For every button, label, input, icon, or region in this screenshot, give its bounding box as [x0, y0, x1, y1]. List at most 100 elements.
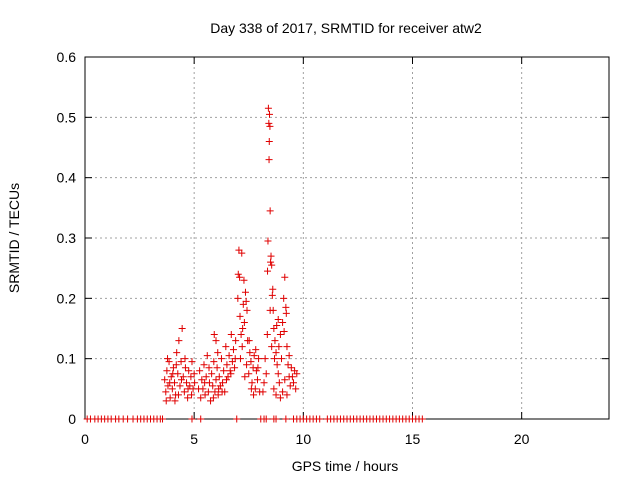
data-point	[246, 349, 254, 357]
data-point	[214, 349, 222, 357]
data-point	[198, 376, 206, 384]
data-point	[265, 110, 273, 118]
grid-lines	[85, 57, 609, 419]
data-point	[280, 328, 288, 336]
data-point	[274, 315, 282, 323]
data-point	[276, 394, 284, 402]
data-point	[293, 370, 301, 378]
data-point	[235, 246, 243, 254]
data-point	[245, 370, 253, 378]
data-point	[284, 361, 292, 369]
data-point	[166, 394, 174, 402]
data-points	[83, 104, 426, 423]
data-point	[181, 364, 189, 372]
data-point	[178, 325, 186, 332]
data-point	[236, 273, 244, 281]
data-point	[164, 382, 172, 390]
data-point	[196, 367, 204, 375]
data-point	[186, 382, 194, 390]
data-point	[212, 337, 220, 345]
data-point	[200, 361, 208, 369]
data-point	[252, 346, 260, 354]
data-point	[281, 273, 289, 281]
data-point	[245, 337, 253, 345]
data-point	[222, 376, 230, 384]
data-point	[252, 367, 260, 375]
data-point	[279, 318, 287, 326]
data-point	[271, 337, 279, 345]
data-point	[199, 385, 207, 393]
y-tick-label: 0.3	[57, 230, 77, 246]
data-point	[234, 294, 242, 302]
x-tick-label: 15	[405, 431, 421, 447]
data-point	[250, 391, 258, 399]
y-tick-label: 0.6	[57, 49, 77, 65]
data-point	[275, 343, 283, 351]
data-point	[197, 394, 205, 402]
data-point	[264, 267, 272, 275]
data-point	[268, 261, 276, 269]
data-point	[215, 373, 223, 381]
data-point	[218, 388, 226, 396]
data-point	[247, 385, 255, 393]
data-point	[266, 306, 274, 314]
data-point	[215, 385, 223, 393]
data-point	[234, 270, 242, 278]
data-point	[240, 276, 248, 284]
data-point	[282, 303, 290, 311]
data-point	[266, 207, 274, 215]
data-point	[225, 352, 233, 360]
y-tick-label: 0.2	[57, 290, 77, 306]
data-point	[271, 355, 279, 363]
data-point	[262, 370, 270, 378]
data-point	[210, 331, 218, 339]
data-point	[178, 376, 186, 384]
data-point	[187, 373, 195, 381]
data-point	[281, 376, 289, 384]
data-point	[231, 364, 239, 372]
data-point	[213, 364, 221, 372]
x-axis-label: GPS time / hours	[292, 458, 399, 474]
data-point	[273, 361, 281, 369]
data-point	[238, 343, 246, 351]
data-point	[248, 379, 256, 387]
data-point	[228, 358, 236, 366]
data-point	[287, 364, 295, 372]
data-point	[226, 367, 234, 375]
data-point	[247, 358, 255, 366]
data-point	[169, 370, 177, 378]
data-point	[188, 415, 196, 423]
data-point	[242, 297, 250, 305]
x-tick-label: 5	[190, 431, 198, 447]
data-point	[185, 367, 193, 375]
data-point	[259, 388, 267, 396]
data-point	[241, 288, 249, 296]
data-point	[205, 364, 213, 372]
data-point	[161, 376, 169, 384]
data-point	[162, 388, 170, 396]
data-point	[290, 379, 298, 387]
data-point	[166, 379, 174, 387]
data-point	[241, 373, 249, 381]
data-point	[418, 415, 426, 423]
data-point	[211, 388, 219, 396]
data-point	[163, 367, 171, 375]
data-point	[272, 415, 280, 423]
data-point	[179, 373, 187, 381]
data-point	[177, 358, 185, 366]
data-point	[220, 367, 228, 375]
data-point	[270, 325, 278, 332]
data-point	[280, 294, 288, 302]
data-point	[255, 355, 263, 363]
data-point	[169, 364, 177, 372]
data-point	[181, 355, 189, 363]
data-point	[207, 397, 215, 405]
data-point	[209, 382, 217, 390]
data-point	[239, 300, 247, 308]
data-point	[208, 370, 216, 378]
data-point	[282, 415, 290, 423]
data-point	[171, 397, 179, 405]
data-point	[265, 137, 273, 145]
data-point	[243, 361, 251, 369]
x-tick-label: 10	[296, 431, 312, 447]
